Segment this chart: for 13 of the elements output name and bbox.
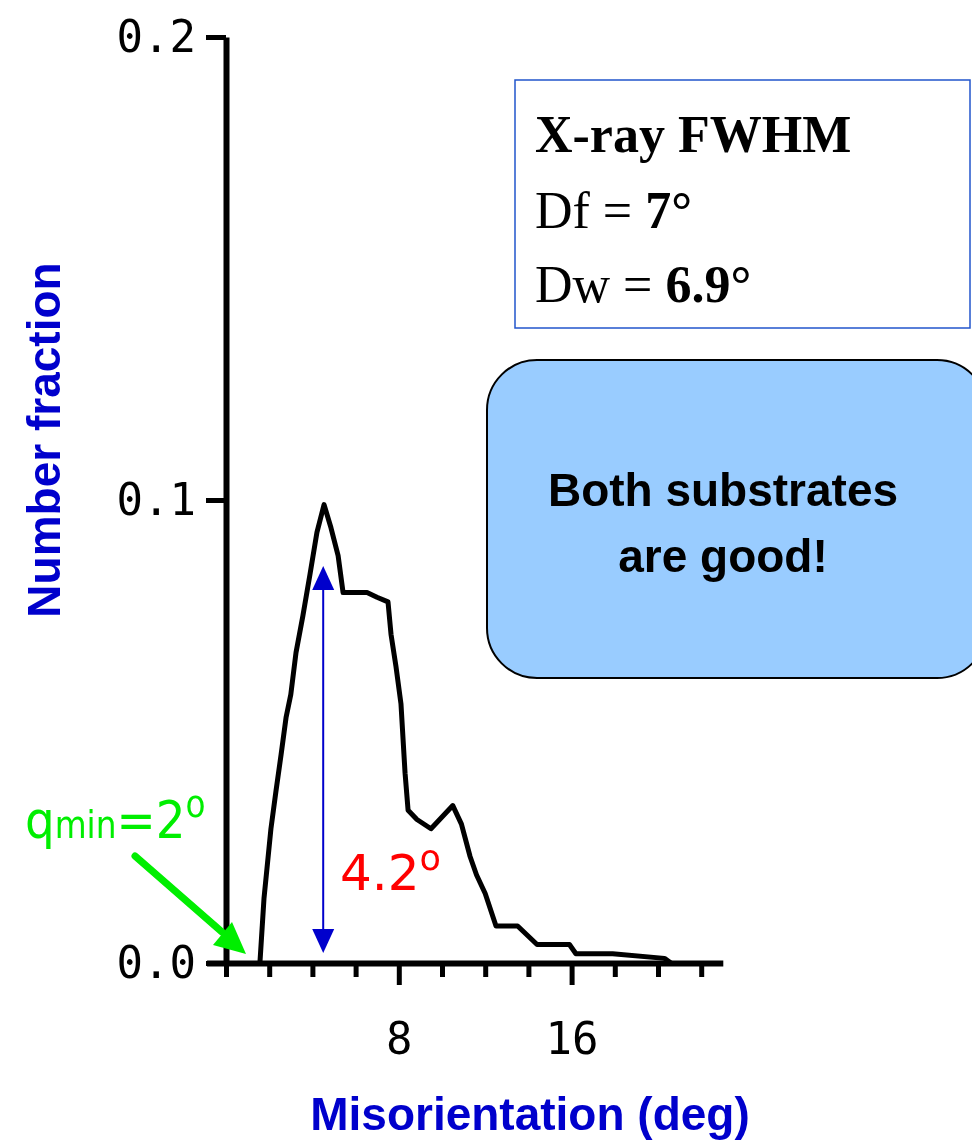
y-tick-label: 0.2 xyxy=(116,10,196,62)
annotation: Dw = 6.9° xyxy=(535,256,752,313)
x-axis-title: Misorientation (deg) xyxy=(310,1088,750,1140)
annotation: Both substrates are good! xyxy=(547,464,899,582)
annotation: X-ray FWHM xyxy=(535,106,852,163)
text: qmin=2$^{o}$ xyxy=(25,782,206,850)
annotation: 4.2$^{o}$ xyxy=(340,838,441,902)
annotation: Df = 7° xyxy=(535,182,692,239)
y-tick-label: 0.0 xyxy=(116,936,196,988)
x-tick-label: 8 xyxy=(386,1013,413,1065)
y-axis-title: Number fraction xyxy=(18,262,70,618)
x-tick-label: 16 xyxy=(545,1013,599,1065)
y-tick-label: 0.1 xyxy=(116,473,196,525)
